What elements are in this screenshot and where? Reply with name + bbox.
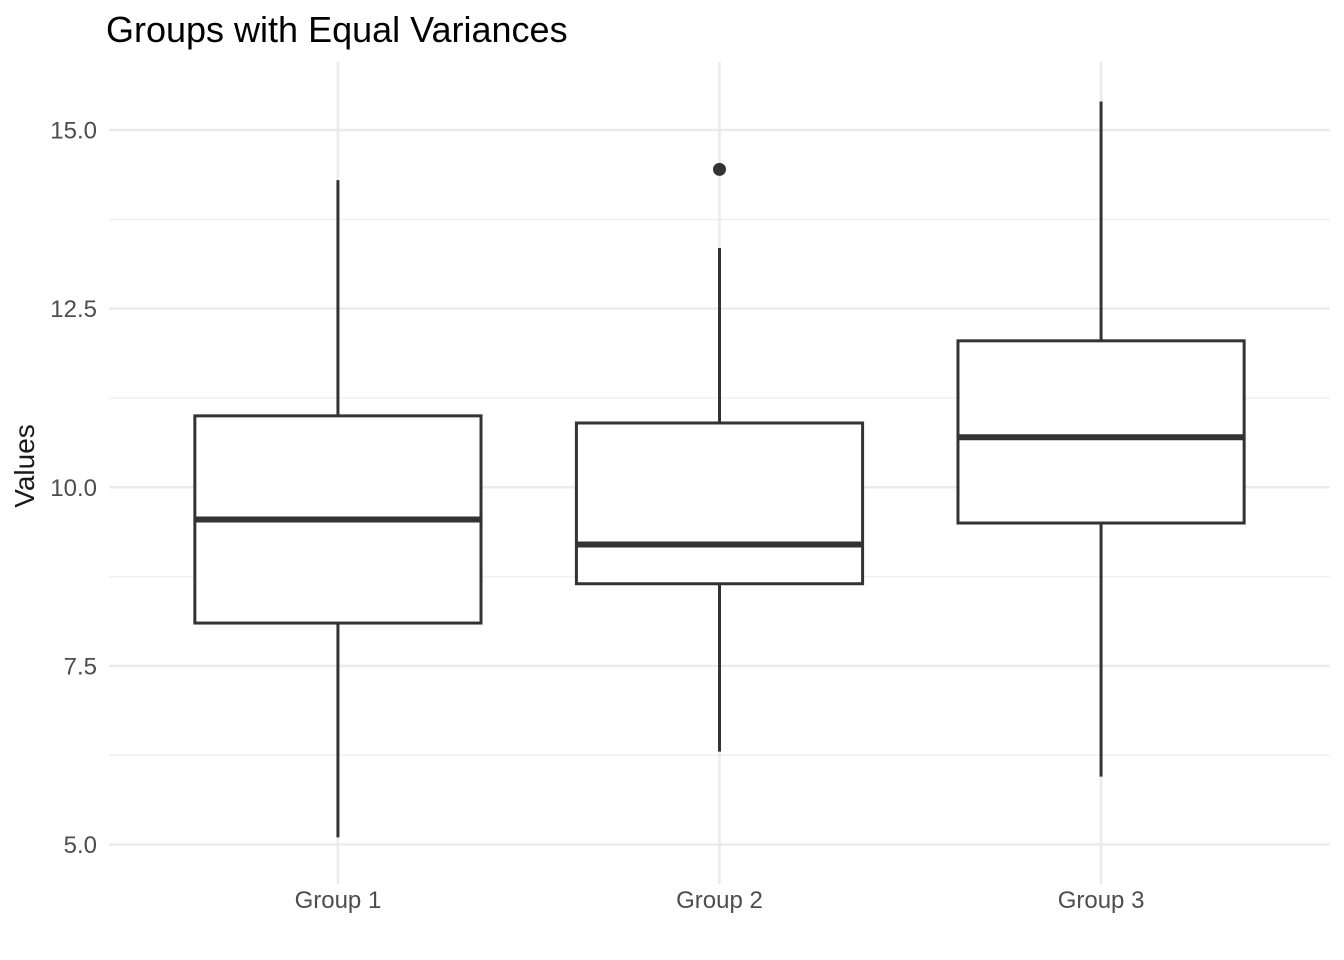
y-tick-label: 12.5: [50, 296, 97, 323]
y-tick-label: 7.5: [64, 653, 97, 680]
y-axis-title: Values: [9, 424, 40, 508]
x-tick-label: Group 1: [295, 887, 382, 914]
outlier-point: [713, 162, 726, 176]
y-tick-label: 10.0: [50, 475, 97, 502]
x-tick-label: Group 2: [676, 887, 763, 914]
x-tick-label: Group 3: [1058, 887, 1145, 914]
boxplot-box: [574, 421, 865, 586]
chart-title: Groups with Equal Variances: [106, 9, 568, 50]
y-tick-label: 5.0: [64, 832, 97, 859]
y-tick-label: 15.0: [50, 118, 97, 145]
boxplot-box: [956, 339, 1246, 525]
axis-layer: 5.0 7.5 10.0 12.5 15.0 Group 1 Group 2 Group 3: [50, 118, 1144, 914]
box-layer: [193, 101, 1246, 838]
